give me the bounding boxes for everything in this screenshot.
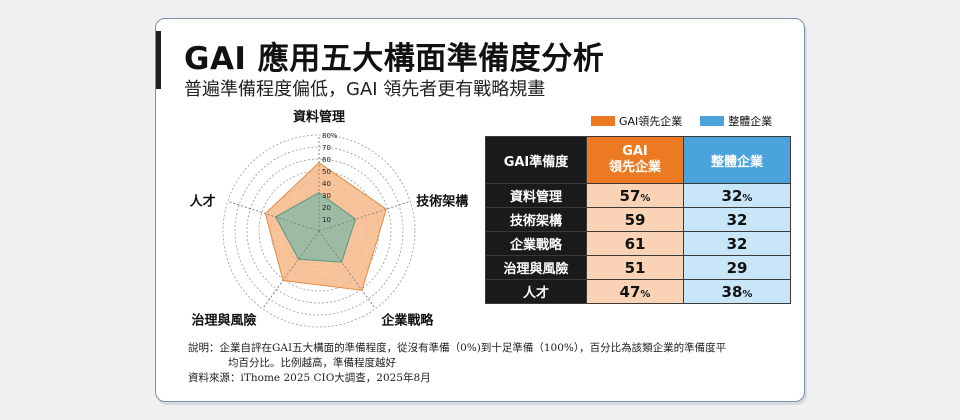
all-value-cell-value: 32 (721, 186, 743, 205)
gai-value-cell: 51 (586, 255, 684, 280)
radar-series-all-companies (274, 192, 357, 263)
chart-card: GAI 應用五大構面準備度分析 普遍準備程度偏低，GAI 領先者更有戰略規畫 1… (155, 18, 805, 402)
row-label-value: 人才 (522, 286, 549, 301)
header-gai-leaders: GAI 領先企業 (586, 136, 684, 184)
all-value-cell-unit: % (742, 288, 753, 300)
legend-label-all: 整體企業 (728, 115, 773, 128)
all-value-cell-value: 29 (726, 258, 748, 277)
readiness-table: GAI準備度 GAI 領先企業 整體企業 資料管理 57% 32% 技術架構 59 32 企… (485, 136, 791, 304)
all-value-cell: 32 (683, 207, 791, 232)
radar-tick-label: 20 (322, 204, 331, 212)
radar-tick-label: 80% (322, 132, 338, 140)
radar-tick-label: 60 (322, 156, 331, 164)
radar-series (227, 135, 411, 309)
row-label-value: 企業戰略 (509, 238, 562, 253)
legend-item-gai: GAI領先企業 (591, 113, 682, 129)
gai-value-cell: 47% (586, 279, 684, 304)
legend-swatch-all (700, 116, 725, 126)
row-label: 人才 (485, 279, 587, 304)
all-value-cell-value: 32 (726, 210, 748, 229)
table-row: 資料管理 57% 32% (485, 183, 791, 208)
row-label-value: 治理與風險 (503, 262, 569, 277)
table-row: 人才 47% 38% (485, 279, 791, 304)
gai-value-cell-value: 59 (624, 210, 646, 229)
all-value-cell-unit: % (742, 192, 753, 204)
all-value-cell: 38% (683, 279, 791, 304)
radar-ring (246, 158, 392, 304)
gai-value-cell-value: 51 (624, 258, 646, 277)
radar-tick-labels: 10 20 30 40 50 60 70 80% (322, 132, 338, 224)
gai-value-cell-unit: % (640, 288, 651, 300)
note-line-1: 說明：企業自評在GAI五大構面的準備程度，從沒有準備（0%)到十足準備（100%… (188, 342, 727, 354)
all-value-cell-value: 32 (726, 234, 748, 253)
radar-axis-label: 資料管理 (293, 109, 345, 125)
radar-spoke-overlay (318, 201, 411, 232)
gai-value-cell-value: 57 (619, 186, 641, 205)
page-title: GAI 應用五大構面準備度分析 (184, 41, 605, 77)
radar-spoke-overlay (262, 230, 320, 309)
row-label-value: 資料管理 (509, 190, 562, 205)
radar-axis-label: 技術架構 (416, 193, 468, 209)
all-value-cell: 32 (683, 231, 791, 256)
row-label: 企業戰略 (485, 231, 587, 256)
radar-axis-label: 企業戰略 (380, 313, 434, 329)
all-value-cell-value: 38 (721, 282, 743, 301)
header-gai-line1: GAI (622, 144, 648, 159)
gai-value-cell: 57% (586, 183, 684, 208)
gai-value-cell: 59 (586, 207, 684, 232)
table-row: 企業戰略 61 32 (485, 231, 791, 256)
header-all-companies: 整體企業 (683, 136, 791, 184)
radar-ring (234, 146, 404, 316)
gai-value-cell-value: 61 (624, 234, 646, 253)
table-header-row: GAI準備度 GAI 領先企業 整體企業 (485, 136, 791, 184)
page-subtitle: 普遍準備程度偏低，GAI 領先者更有戰略規畫 (184, 79, 546, 100)
radar-spoke-overlay (318, 230, 376, 309)
radar-axis-label: 人才 (190, 193, 216, 209)
radar-tick-label: 50 (322, 168, 331, 176)
chart-legend: GAI領先企業 整體企業 (591, 113, 772, 129)
row-label: 治理與風險 (485, 255, 587, 280)
radar-tick-label: 10 (322, 216, 331, 224)
radar-tick-label: 40 (322, 180, 331, 188)
legend-label-gai: GAI領先企業 (619, 115, 683, 128)
row-label: 技術架構 (485, 207, 587, 232)
radar-axis-label: 治理與風險 (192, 313, 257, 329)
header-readiness: GAI準備度 (485, 136, 587, 184)
footnotes: 說明：企業自評在GAI五大構面的準備程度，從沒有準備（0%)到十足準備（100%… (188, 341, 726, 386)
radar-spoke-overlay (227, 201, 320, 232)
source-line: 資料來源：iThome 2025 CIO大調查，2025年8月 (188, 372, 431, 384)
all-value-cell: 29 (683, 255, 791, 280)
header-gai-line2: 領先企業 (608, 160, 661, 175)
gai-value-cell: 61 (586, 231, 684, 256)
table-row: 治理與風險 51 29 (485, 255, 791, 280)
radar-ring (222, 134, 416, 328)
note-line-2: 均百分比。比例越高，準備程度越好 (228, 357, 396, 369)
row-label-value: 技術架構 (509, 214, 562, 229)
legend-item-all: 整體企業 (700, 113, 772, 129)
radar-tick-label: 70 (322, 144, 331, 152)
gai-value-cell-value: 47 (619, 282, 641, 301)
all-value-cell: 32% (683, 183, 791, 208)
title-accent-bar (156, 31, 161, 89)
row-label: 資料管理 (485, 183, 587, 208)
table-row: 技術架構 59 32 (485, 207, 791, 232)
radar-tick-label: 30 (322, 192, 331, 200)
gai-value-cell-unit: % (640, 192, 651, 204)
legend-swatch-gai (591, 116, 615, 126)
